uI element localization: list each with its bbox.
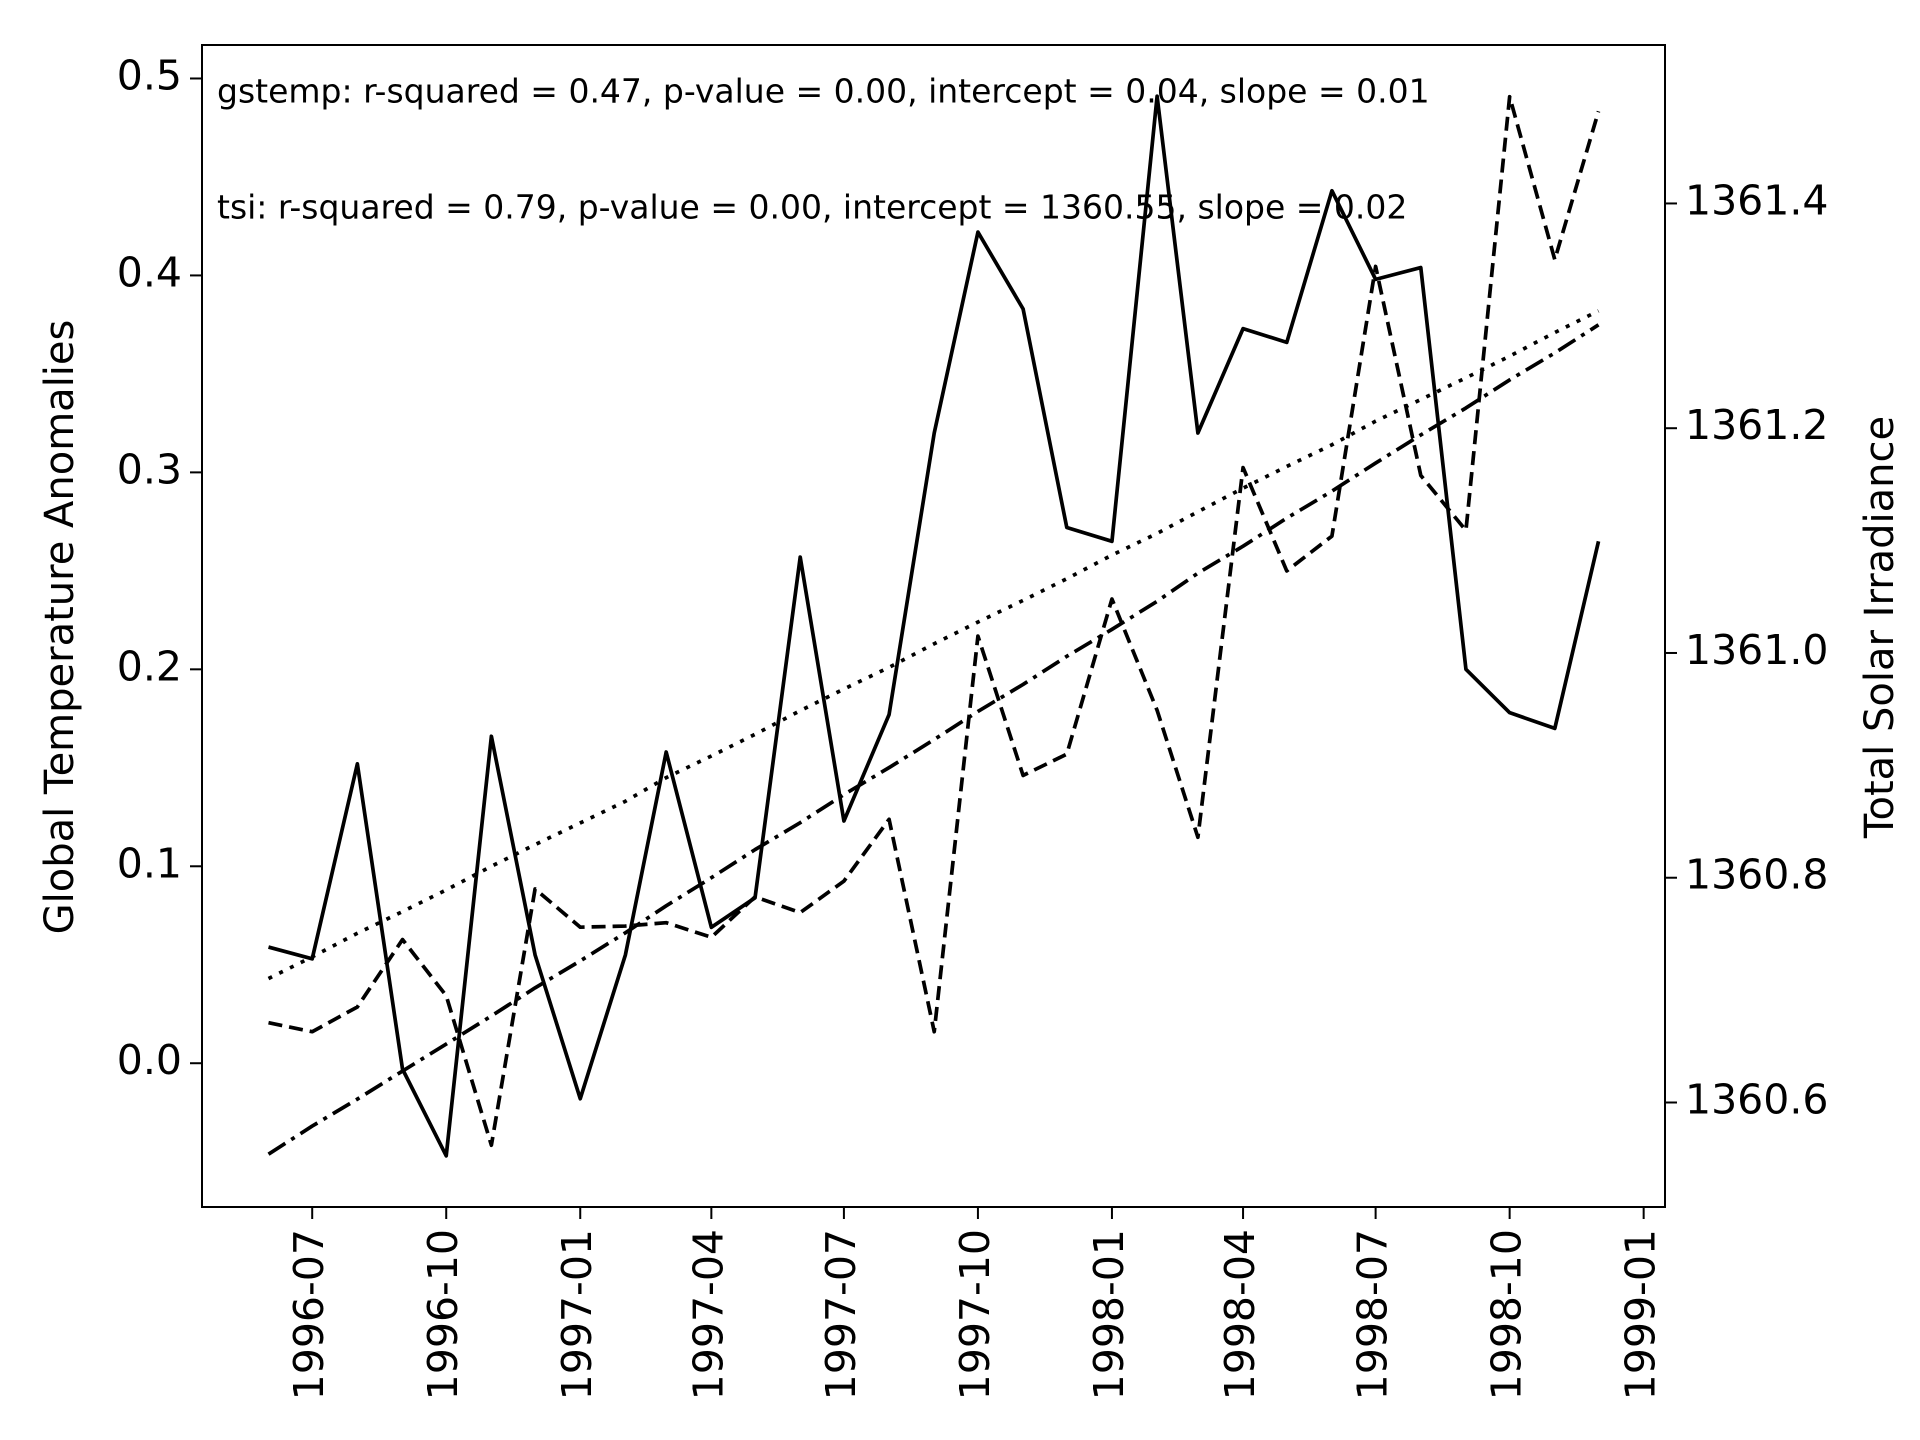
x-tick-label: 1998-10 xyxy=(1483,1229,1531,1400)
annotation: tsi: r-squared = 0.79, p-value = 0.00, i… xyxy=(217,188,1407,227)
x-tick-label: 1996-07 xyxy=(285,1229,333,1400)
x-tick-label: 1997-10 xyxy=(951,1229,999,1400)
x-tick-label: 1997-07 xyxy=(817,1229,865,1400)
y-tick-label: 0.4 xyxy=(117,248,182,296)
x-tick-label: 1998-04 xyxy=(1216,1229,1264,1400)
x-tick-label: 1997-01 xyxy=(553,1229,601,1400)
series-line xyxy=(268,94,1601,1148)
y-axis-label: Global Temperature Anomalies xyxy=(37,320,83,935)
x-tick-label: 1998-01 xyxy=(1085,1229,1133,1400)
y2-tick-label: 1361.0 xyxy=(1685,626,1828,674)
y-tick-label: 0.1 xyxy=(117,839,182,887)
annotation: gstemp: r-squared = 0.47, p-value = 0.00… xyxy=(217,72,1430,111)
y2-tick-label: 1361.2 xyxy=(1685,401,1828,449)
y2-axis-label: Total Solar Irradiance xyxy=(1857,416,1903,839)
plot-frame xyxy=(201,44,1666,1208)
y2-tick-label: 1361.4 xyxy=(1685,176,1828,224)
series-line xyxy=(268,94,1601,1158)
y-tick-label: 0.5 xyxy=(117,51,182,99)
y-tick-label: 0.3 xyxy=(117,445,182,493)
x-tick-label: 1998-07 xyxy=(1349,1229,1397,1400)
x-tick-label: 1996-10 xyxy=(419,1229,467,1400)
series-line xyxy=(267,309,1600,981)
y-tick-label: 0.0 xyxy=(117,1036,182,1084)
y-tick-label: 0.2 xyxy=(117,642,182,690)
y2-tick-label: 1360.8 xyxy=(1685,851,1828,899)
series-line xyxy=(267,323,1600,1156)
x-tick-label: 1999-01 xyxy=(1617,1229,1665,1400)
x-tick-label: 1997-04 xyxy=(684,1229,732,1400)
y2-tick-label: 1360.6 xyxy=(1685,1075,1828,1123)
